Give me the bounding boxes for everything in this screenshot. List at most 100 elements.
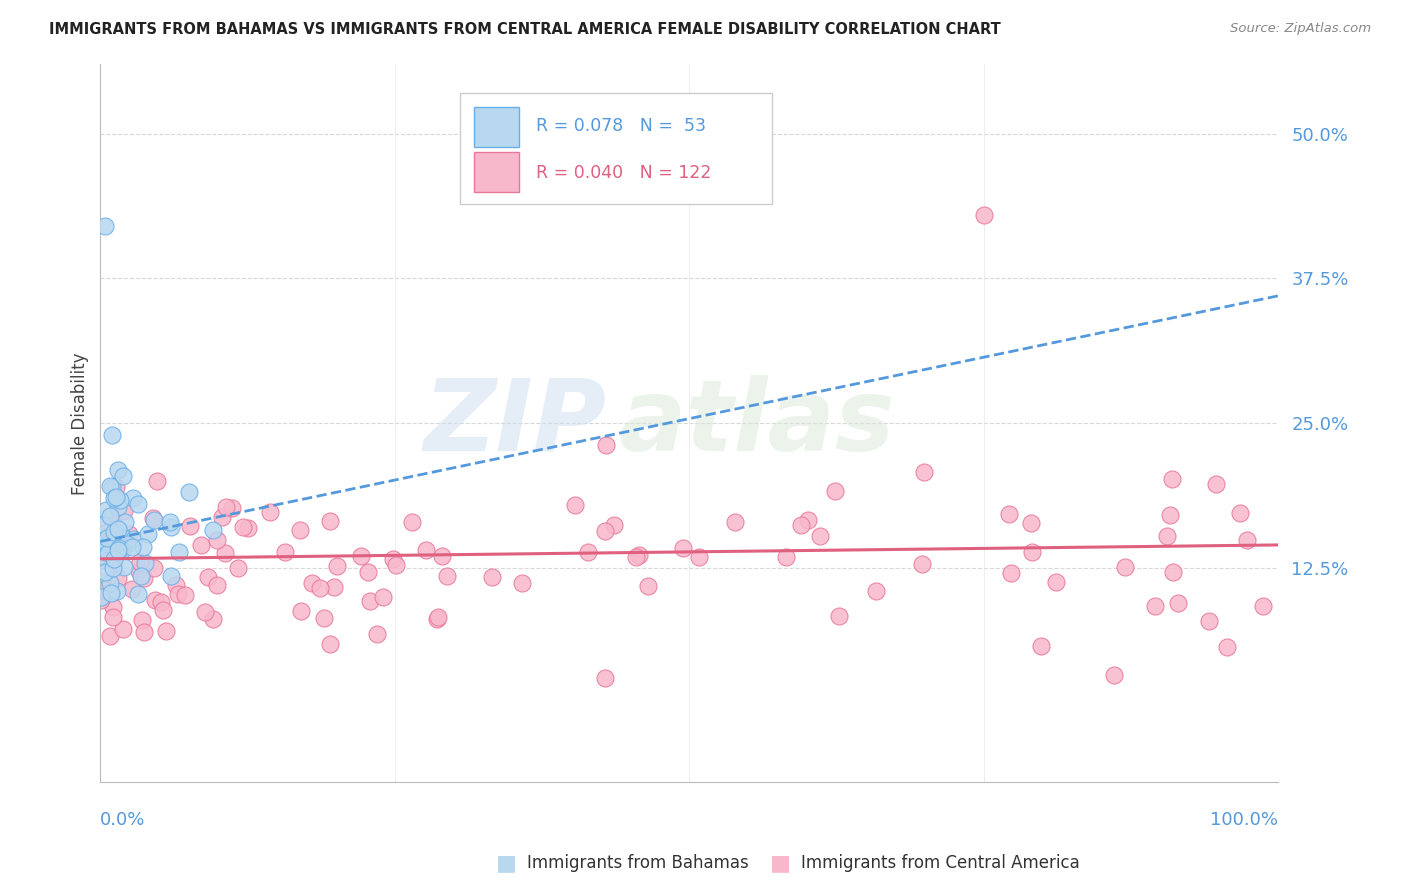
Point bbox=[166, 587, 188, 601]
Point bbox=[112, 469, 135, 483]
Point bbox=[103, 551, 125, 566]
Point bbox=[1167, 595, 1189, 609]
Point bbox=[1205, 477, 1227, 491]
Point bbox=[314, 611, 336, 625]
Point bbox=[194, 605, 217, 619]
Point bbox=[637, 579, 659, 593]
Point bbox=[381, 552, 404, 566]
Point bbox=[512, 575, 534, 590]
Point bbox=[595, 671, 617, 685]
Point bbox=[129, 568, 152, 582]
Point bbox=[624, 550, 647, 565]
Point bbox=[724, 515, 747, 529]
Point bbox=[128, 564, 150, 578]
Point bbox=[111, 622, 134, 636]
Point bbox=[103, 538, 125, 552]
Point bbox=[165, 578, 187, 592]
Point bbox=[93, 525, 115, 540]
Point bbox=[319, 637, 342, 651]
Point bbox=[127, 587, 149, 601]
Point bbox=[201, 524, 224, 538]
Point bbox=[1000, 566, 1022, 581]
FancyBboxPatch shape bbox=[474, 153, 519, 192]
Point bbox=[1045, 574, 1067, 589]
Point bbox=[911, 557, 934, 571]
Point bbox=[142, 513, 165, 527]
Point bbox=[108, 542, 131, 557]
Point bbox=[1163, 565, 1185, 579]
Point bbox=[152, 603, 174, 617]
Point bbox=[107, 523, 129, 537]
Point bbox=[107, 543, 129, 558]
Point bbox=[90, 590, 112, 604]
Point bbox=[91, 553, 114, 567]
Point bbox=[107, 462, 129, 476]
Point bbox=[155, 624, 177, 638]
Text: Immigrants from Bahamas: Immigrants from Bahamas bbox=[527, 855, 749, 872]
Point bbox=[595, 438, 617, 452]
Point bbox=[121, 582, 143, 597]
Point bbox=[173, 588, 195, 602]
Point bbox=[101, 428, 124, 442]
Point bbox=[103, 599, 125, 614]
Point bbox=[100, 510, 122, 524]
Point bbox=[427, 610, 450, 624]
Point bbox=[93, 541, 115, 555]
Point bbox=[91, 549, 114, 564]
Text: ■: ■ bbox=[496, 854, 516, 873]
Point bbox=[101, 610, 124, 624]
Point bbox=[221, 500, 243, 515]
Text: atlas: atlas bbox=[619, 375, 896, 472]
FancyBboxPatch shape bbox=[474, 107, 519, 146]
Point bbox=[132, 624, 155, 639]
Point bbox=[90, 537, 112, 551]
Point bbox=[808, 529, 831, 543]
Point bbox=[1114, 559, 1136, 574]
Point bbox=[401, 515, 423, 529]
Point bbox=[426, 612, 449, 626]
Point bbox=[103, 524, 125, 539]
Point bbox=[108, 534, 131, 549]
Point bbox=[114, 516, 136, 530]
Point bbox=[97, 545, 120, 559]
Point bbox=[202, 612, 225, 626]
Point bbox=[205, 578, 228, 592]
Point bbox=[179, 518, 201, 533]
Point bbox=[145, 474, 167, 488]
Point bbox=[91, 543, 114, 558]
Point bbox=[112, 504, 135, 518]
Text: ZIP: ZIP bbox=[423, 375, 607, 472]
Point bbox=[627, 548, 650, 562]
Point bbox=[100, 529, 122, 543]
Point bbox=[93, 565, 115, 579]
Point bbox=[1029, 640, 1052, 654]
Point bbox=[160, 569, 183, 583]
Point bbox=[325, 559, 347, 574]
Point bbox=[211, 510, 233, 524]
Point bbox=[288, 523, 311, 537]
Point bbox=[1215, 640, 1237, 655]
Point bbox=[121, 540, 143, 554]
Point bbox=[231, 520, 253, 534]
Point bbox=[309, 581, 332, 595]
Point bbox=[359, 593, 381, 607]
Point bbox=[103, 491, 125, 505]
Point bbox=[688, 550, 710, 565]
Point bbox=[301, 575, 323, 590]
Point bbox=[432, 549, 454, 563]
Text: Immigrants from Central America: Immigrants from Central America bbox=[801, 855, 1080, 872]
Point bbox=[101, 541, 124, 556]
Point bbox=[107, 571, 129, 585]
Point bbox=[790, 517, 813, 532]
Point bbox=[828, 609, 851, 624]
Point bbox=[110, 492, 132, 507]
Text: 100.0%: 100.0% bbox=[1211, 811, 1278, 830]
Point bbox=[98, 576, 121, 591]
Point bbox=[118, 526, 141, 541]
Point bbox=[973, 208, 995, 222]
Point bbox=[1156, 529, 1178, 543]
Point bbox=[1021, 545, 1043, 559]
Point bbox=[108, 533, 131, 548]
Point bbox=[205, 533, 228, 547]
Point bbox=[98, 479, 121, 493]
